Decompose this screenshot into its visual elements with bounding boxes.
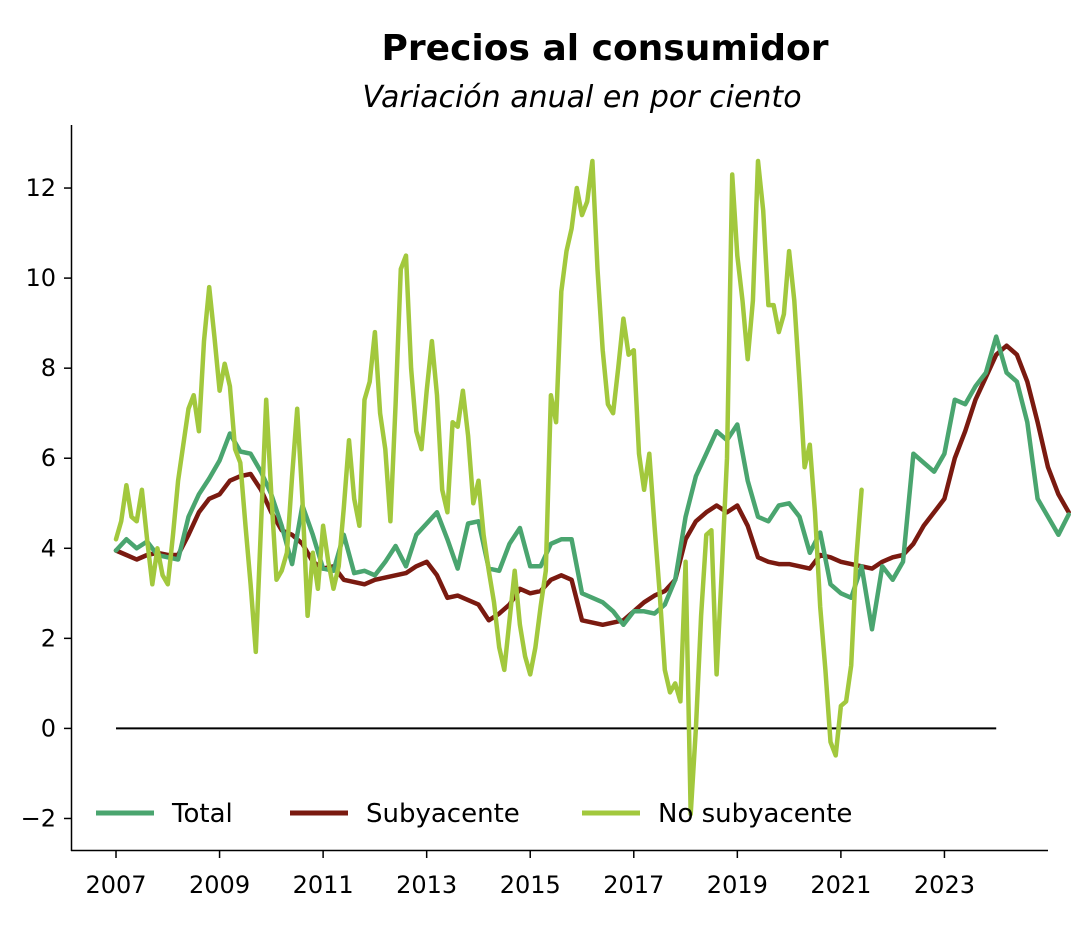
series-line-total — [113, 334, 1071, 632]
x-tick-label: 2023 — [914, 871, 975, 899]
x-tick-label: 2011 — [293, 871, 354, 899]
x-tick-label: 2017 — [603, 871, 664, 899]
y-tick-label: 10 — [25, 264, 56, 292]
x-tick-label: 2021 — [810, 871, 871, 899]
y-tick-label: 0 — [41, 714, 56, 742]
x-tick-label: 2009 — [189, 871, 250, 899]
legend-label: Subyacente — [366, 799, 520, 829]
legend-label: No subyacente — [658, 799, 852, 829]
plot-area — [113, 158, 1071, 817]
y-tick-label: 6 — [41, 444, 56, 472]
chart-title: Precios al consumidor — [382, 28, 829, 69]
x-tick-label: 2019 — [707, 871, 768, 899]
y-tick-label: 2 — [41, 624, 56, 652]
x-tick-label: 2007 — [85, 871, 146, 899]
x-tick-label: 2013 — [396, 871, 457, 899]
y-tick-label: −2 — [21, 804, 56, 832]
legend-label: Total — [171, 799, 233, 829]
y-ticks: −2 0 2 4 6 8 10 12 — [21, 174, 71, 832]
x-ticks: 2007 2009 2011 2013 2015 2017 2019 2021 2023 — [85, 851, 975, 899]
y-tick-label: 8 — [41, 354, 56, 382]
x-tick-label: 2015 — [500, 871, 561, 899]
series-line-no-subyacente — [113, 158, 864, 817]
y-tick-label: 12 — [25, 174, 56, 202]
legend: Total Subyacente No subyacente — [96, 799, 852, 829]
series-lines — [113, 158, 1071, 817]
chart-subtitle: Variación anual en por ciento — [362, 80, 801, 115]
y-tick-label: 4 — [41, 534, 56, 562]
axes — [70, 125, 1048, 852]
